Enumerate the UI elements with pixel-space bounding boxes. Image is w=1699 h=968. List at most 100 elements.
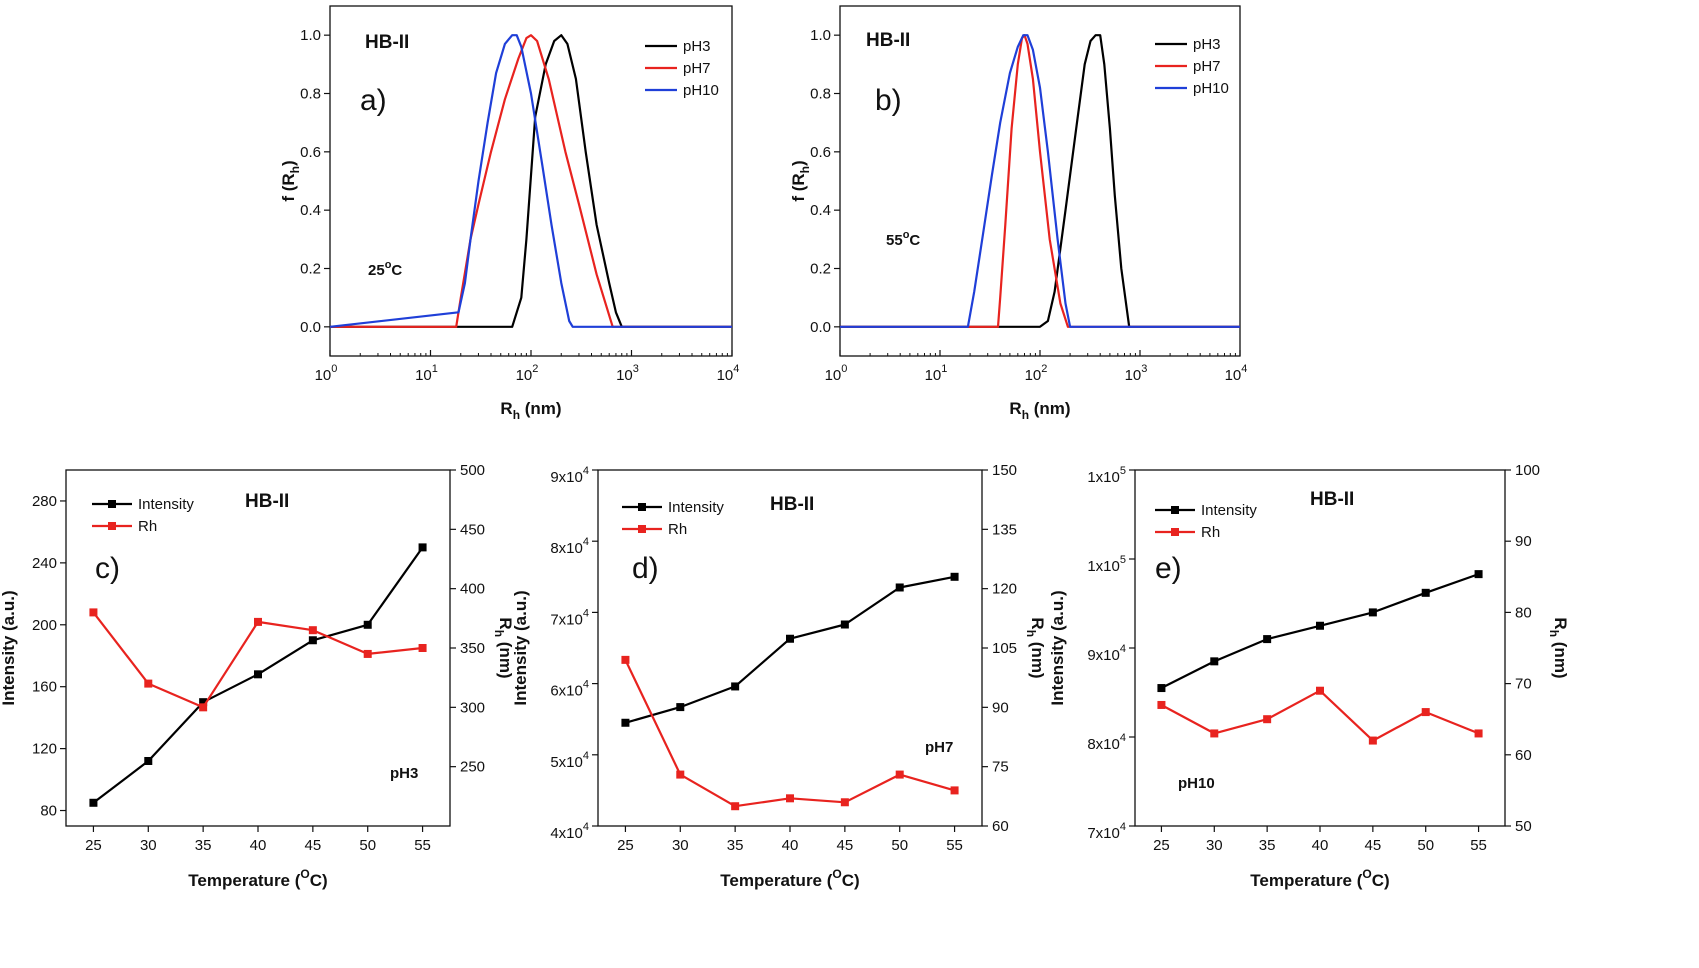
x-tick-exponent: 3 (633, 363, 639, 375)
y-tick-exponent: 5 (1120, 554, 1126, 566)
data-point-Intensity (199, 698, 208, 707)
x-tick-label: 102 (1025, 363, 1048, 384)
y-right-tick-label: 400 (460, 581, 485, 598)
y-tick-label: 0.2 (810, 261, 831, 278)
x-tick-label: 35 (1259, 837, 1276, 854)
panel-label: b) (875, 84, 902, 117)
y-tick-label: 7x104 (1087, 821, 1126, 842)
data-point-Intensity (840, 620, 849, 629)
y-tick-label: 0.6 (300, 144, 321, 161)
y-tick-label: 8x104 (1087, 732, 1126, 753)
data-point-Rh (731, 802, 740, 811)
y-axis-label-main: f (R (789, 173, 808, 201)
y-right-axis-label-main: R (496, 617, 515, 629)
y-tick-label: 0.4 (300, 202, 321, 219)
x-tick-label: 55 (1470, 837, 1487, 854)
x-axis-label-tail: C) (1372, 871, 1390, 890)
legend-marker-Rh (638, 525, 646, 533)
x-tick-label: 25 (1153, 837, 1170, 854)
y-tick-base: 7x10 (550, 611, 583, 628)
series-line-pH10 (329, 34, 732, 328)
y-tick-label: 0.2 (300, 261, 321, 278)
x-axis-label: Temperature (OC) (1250, 867, 1389, 890)
x-axis-label-tail: (nm) (1029, 399, 1071, 418)
x-tick-exponent: 2 (532, 363, 538, 375)
x-tick-base: 10 (415, 367, 432, 384)
y-right-axis-label-main: R (1028, 617, 1047, 629)
x-tick-label: 50 (359, 837, 376, 854)
x-axis-label-tail: C) (842, 871, 860, 890)
condition-unit: C (391, 262, 402, 279)
x-tick-label: 50 (891, 837, 908, 854)
x-tick-base: 10 (825, 367, 842, 384)
y-tick-label: 8x104 (550, 536, 589, 557)
data-point-Rh (363, 649, 372, 658)
x-tick-label: 101 (925, 363, 948, 384)
x-tick-base: 10 (616, 367, 633, 384)
y-tick-exponent: 4 (583, 821, 589, 833)
x-tick-label: 25 (85, 837, 102, 854)
y-right-tick-label: 350 (460, 640, 485, 657)
y-axis-label-sub: h (288, 166, 302, 173)
data-point-Rh (1157, 700, 1166, 709)
data-point-Rh (144, 679, 153, 688)
data-point-Intensity (89, 798, 98, 807)
sample-label: HB-II (365, 32, 409, 53)
y-right-axis-label: Rh (nm) (492, 617, 515, 678)
y-axis-label-main: f (R (279, 173, 298, 201)
y-left-axis-label: Intensity (a.u.) (1048, 590, 1067, 705)
legend-label-pH10: pH10 (1193, 80, 1229, 97)
y-tick-label: 0.4 (810, 202, 831, 219)
x-tick-exponent: 0 (331, 363, 337, 375)
y-right-tick-label: 70 (1515, 676, 1532, 693)
y-tick-base: 1x10 (1087, 558, 1120, 575)
data-point-Intensity (786, 634, 794, 643)
series-line-pH7 (840, 34, 1240, 328)
y-tick-exponent: 4 (1120, 821, 1126, 833)
y-tick-label: 1x105 (1087, 465, 1126, 486)
x-tick-label: 30 (1206, 837, 1223, 854)
y-right-tick-label: 150 (992, 462, 1017, 479)
x-tick-label: 103 (1125, 363, 1148, 384)
data-point-Intensity (418, 543, 427, 552)
legend-label-Intensity: Intensity (138, 496, 194, 513)
data-point-Intensity (731, 682, 740, 691)
series-line-Rh (1160, 689, 1480, 742)
panel-e: 25 30 35 40 45 50 557x1048x1049x1041x1051x1055… (1048, 462, 1570, 890)
legend-label-pH3: pH3 (683, 38, 711, 55)
x-axis-label: Temperature (OC) (720, 867, 859, 890)
y-tick-label: 280 (32, 493, 57, 510)
y-right-axis-label-tail: (nm) (496, 637, 515, 679)
y-right-axis-label-sub: h (1024, 630, 1038, 637)
panel-d: 25 30 35 40 45 50 554x1045x1046x1047x1048x1049… (511, 462, 1047, 890)
y-axis-label-tail: ) (789, 160, 808, 166)
x-tick-exponent: 0 (841, 363, 847, 375)
series-line-pH3 (840, 34, 1240, 328)
y-tick-label: 6x104 (550, 679, 589, 700)
plot-frame (1134, 469, 1506, 827)
legend-label-Rh: Rh (668, 521, 687, 538)
y-tick-exponent: 4 (583, 750, 589, 762)
y-tick-label: 80 (40, 803, 57, 820)
data-point-Rh (89, 608, 98, 617)
legend-label-pH3: pH3 (1193, 36, 1221, 53)
y-tick-exponent: 4 (583, 679, 589, 691)
data-point-Rh (1421, 708, 1430, 717)
plot-frame (597, 469, 983, 827)
y-left-axis-label: Intensity (a.u.) (511, 590, 530, 705)
y-tick-label: 1x105 (1087, 554, 1126, 575)
x-tick-label: 104 (717, 363, 740, 384)
data-point-Rh (1368, 736, 1377, 745)
y-right-axis-label-sub: h (1547, 630, 1561, 637)
condition-label: 25oC (368, 259, 402, 279)
condition-degree: o (385, 259, 392, 271)
x-tick-label: 104 (1225, 363, 1248, 384)
y-tick-base: 9x10 (550, 469, 583, 486)
y-tick-exponent: 4 (1120, 732, 1126, 744)
data-point-Intensity (1210, 657, 1219, 666)
y-tick-label: 0.0 (810, 319, 831, 336)
series-line-pH10 (840, 34, 1240, 328)
x-tick-label: 55 (414, 837, 431, 854)
y-tick-label: 240 (32, 555, 57, 572)
